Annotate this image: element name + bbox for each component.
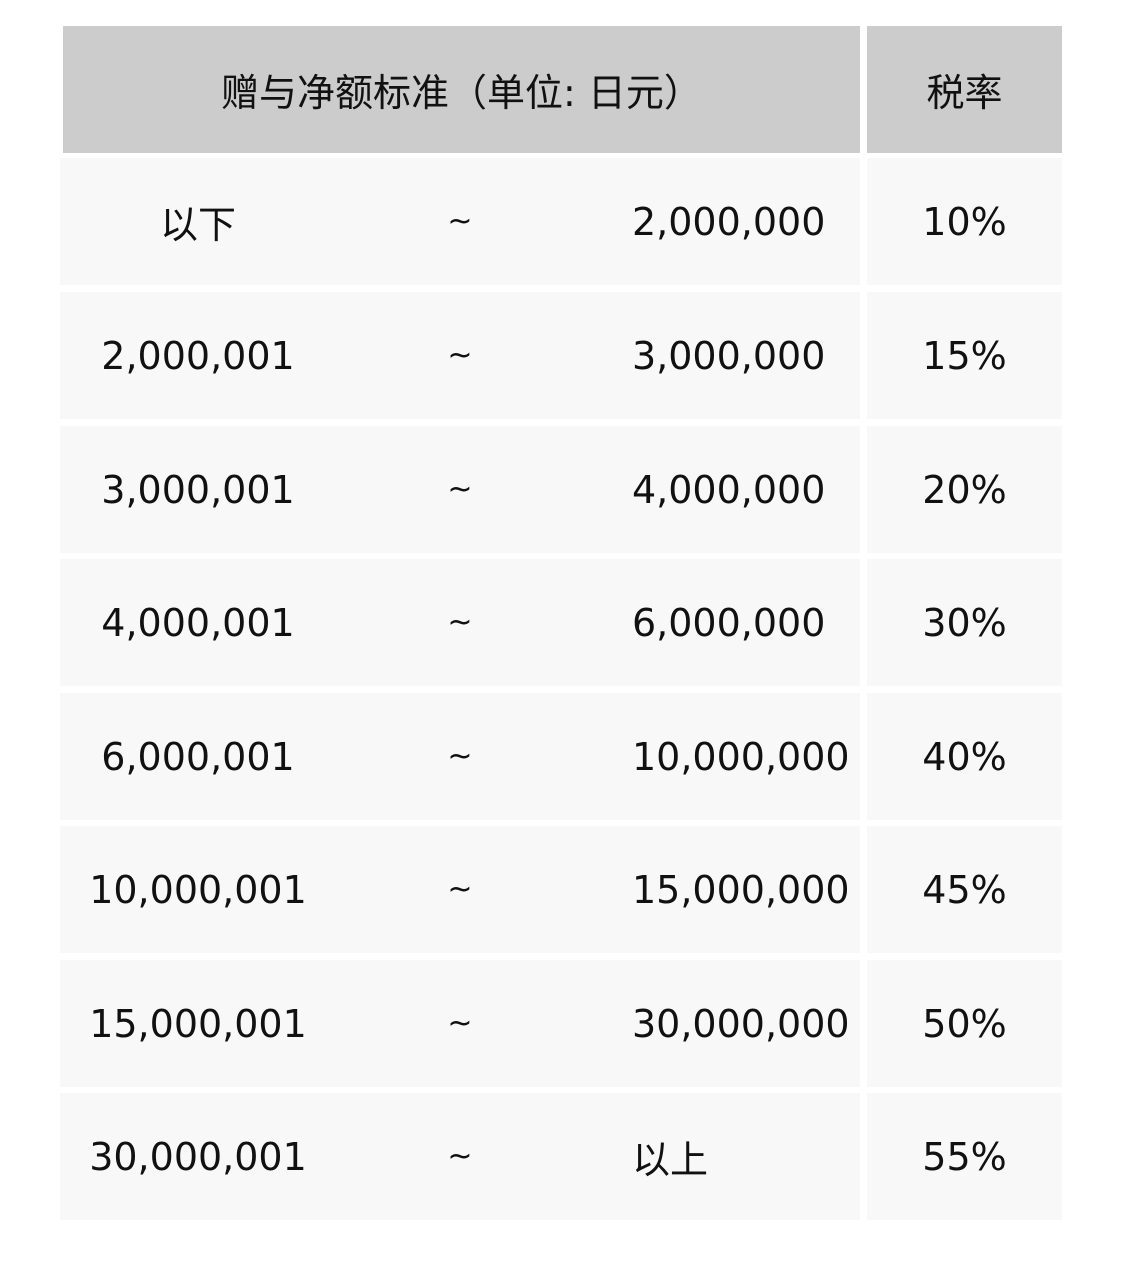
range-to: 3,000,000 [632,333,826,378]
range-cell: 15,000,001 ~ 30,000,000 [60,960,860,1087]
rate-cell: 10% [867,158,1062,285]
range-cell: 10,000,001 ~ 15,000,000 [60,826,860,953]
range-cell: 4,000,001 ~ 6,000,000 [60,559,860,686]
rate-cell: 50% [867,960,1062,1087]
header-range: 赠与净额标准（单位: 日元） [63,26,860,153]
table-row: 30,000,001 ~ 以上 55% [60,1093,1062,1220]
range-from: 30,000,001 [89,1134,307,1179]
rate-cell: 30% [867,559,1062,686]
table-row: 4,000,001 ~ 6,000,000 30% [60,559,1062,686]
range-from: 以下 [159,203,236,247]
header-rate: 税率 [867,26,1062,153]
range-separator: ~ [447,872,473,907]
table-row: 以下 ~ 2,000,000 10% [60,158,1062,285]
range-separator: ~ [447,739,473,774]
range-to: 10,000,000 [632,734,850,779]
rate-cell: 55% [867,1093,1062,1220]
table-row: 2,000,001 ~ 3,000,000 15% [60,292,1062,419]
range-cell: 2,000,001 ~ 3,000,000 [60,292,860,419]
range-to: 4,000,000 [632,467,826,512]
rate-cell: 40% [867,693,1062,820]
range-to: 15,000,000 [632,867,850,912]
rate-cell: 20% [867,426,1062,553]
table-row: 15,000,001 ~ 30,000,000 50% [60,960,1062,1087]
range-to: 6,000,000 [632,600,826,645]
range-separator: ~ [447,1006,473,1041]
range-separator: ~ [447,472,473,507]
range-separator: ~ [447,605,473,640]
rate-cell: 45% [867,826,1062,953]
range-from: 4,000,001 [101,600,295,645]
range-to: 以上 [632,1138,709,1182]
range-separator: ~ [447,1139,473,1174]
range-to: 30,000,000 [632,1001,850,1046]
table-row: 10,000,001 ~ 15,000,000 45% [60,826,1062,953]
range-separator: ~ [447,338,473,373]
table-row: 6,000,001 ~ 10,000,000 40% [60,693,1062,820]
range-cell: 30,000,001 ~ 以上 [60,1093,860,1220]
range-from: 2,000,001 [101,333,295,378]
range-from: 3,000,001 [101,467,295,512]
rate-cell: 15% [867,292,1062,419]
range-cell: 3,000,001 ~ 4,000,000 [60,426,860,553]
range-cell: 以下 ~ 2,000,000 [60,158,860,285]
range-from: 15,000,001 [89,1001,307,1046]
range-from: 6,000,001 [101,734,295,779]
table-row: 3,000,001 ~ 4,000,000 20% [60,426,1062,553]
range-from: 10,000,001 [89,867,307,912]
range-cell: 6,000,001 ~ 10,000,000 [60,693,860,820]
range-separator: ~ [447,204,473,239]
range-to: 2,000,000 [632,199,826,244]
